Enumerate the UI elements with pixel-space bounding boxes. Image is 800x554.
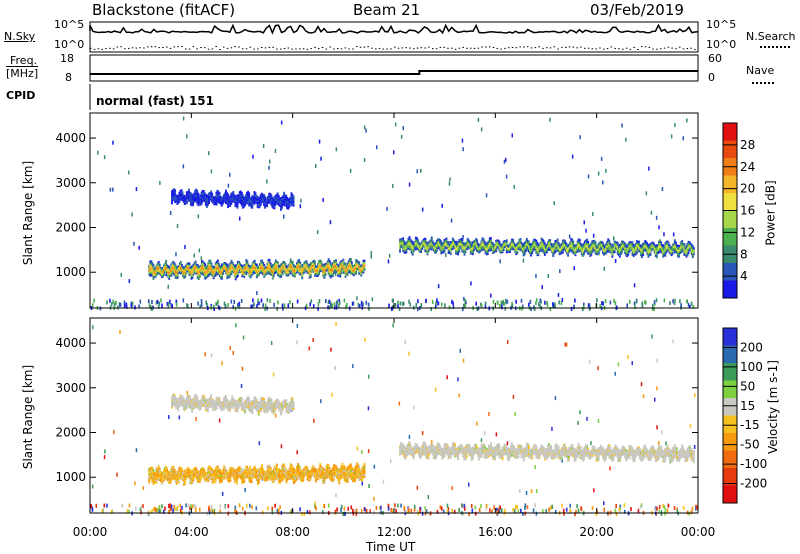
range-tick-label: 4000 bbox=[55, 336, 86, 350]
noise-search-label: N.Search bbox=[746, 30, 796, 43]
colorbar-tick-label: 15 bbox=[740, 399, 755, 413]
freq-left-tick-top: 18 bbox=[60, 52, 74, 65]
velocity-colorbar-label: Velocity [m s-1] bbox=[765, 360, 780, 454]
noise-sky-label: N.Sky bbox=[4, 30, 36, 43]
colorbar-tick-label: 28 bbox=[740, 138, 755, 152]
velocity-colorbar: 200 100 50 15 -15 -50 -100 -200 bbox=[722, 327, 767, 504]
colorbar-tick-label: 16 bbox=[740, 204, 755, 218]
noise-sky-line bbox=[89, 23, 699, 35]
freq-right-tick-bottom: 0 bbox=[708, 71, 715, 84]
power-yticks: 1000 2000 3000 4000 bbox=[55, 131, 698, 279]
range-tick-label: 1000 bbox=[55, 470, 86, 484]
velocity-data-layer bbox=[90, 322, 698, 517]
freq-left-tick-bottom: 8 bbox=[65, 71, 72, 84]
time-tick-label: 20:00 bbox=[579, 525, 614, 539]
time-tick-label: 08:00 bbox=[275, 525, 310, 539]
colorbar-tick-label: -15 bbox=[740, 418, 760, 432]
noise-search-dots bbox=[90, 46, 696, 50]
frequency-line bbox=[90, 70, 698, 75]
freq-right-tick-top: 60 bbox=[708, 52, 722, 65]
range-tick-label: 3000 bbox=[55, 176, 86, 190]
colorbar-tick-label: 24 bbox=[740, 160, 755, 174]
range-tick-label: 2000 bbox=[55, 220, 86, 234]
freq-label-1: Freq. bbox=[10, 54, 38, 67]
beam-label: Beam 21 bbox=[353, 1, 421, 19]
power-data-layer bbox=[90, 116, 695, 312]
power-colorbar: 4 8 12 16 20 24 28 bbox=[722, 122, 755, 299]
freq-panel-frame bbox=[89, 54, 699, 82]
noise-left-tick-top: 10^5 bbox=[54, 18, 85, 31]
power-panel-frame bbox=[89, 112, 699, 309]
range-tick-label: 2000 bbox=[55, 425, 86, 439]
time-tick-label: 00:00 bbox=[681, 525, 716, 539]
colorbar-tick-label: 100 bbox=[740, 360, 763, 374]
colorbar-tick-label: 4 bbox=[740, 269, 748, 283]
noise-right-tick-top: 10^5 bbox=[706, 18, 737, 31]
velocity-yticks: 1000 2000 3000 4000 bbox=[55, 336, 698, 484]
noise-right-tick-bottom: 10^0 bbox=[706, 38, 737, 51]
range-tick-label: 4000 bbox=[55, 131, 86, 145]
colorbar-tick-label: -100 bbox=[740, 457, 767, 471]
freq-label-2: [MHz] bbox=[6, 66, 39, 80]
velocity-ylabel: Slant Range [km] bbox=[21, 364, 36, 470]
date-label: 03/Feb/2019 bbox=[590, 1, 684, 19]
noise-panel-frame bbox=[89, 21, 699, 53]
cpid-value: normal (fast) 151 bbox=[96, 94, 214, 108]
colorbar-tick-label: 200 bbox=[740, 340, 763, 354]
noise-search-legend-dots bbox=[760, 46, 790, 48]
colorbar-tick-label: -50 bbox=[740, 438, 760, 452]
power-colorbar-label: Power [dB] bbox=[763, 180, 778, 246]
power-ylabel: Slant Range [km] bbox=[21, 160, 36, 266]
nave-label: Nave bbox=[746, 64, 775, 77]
velocity-panel-frame bbox=[89, 317, 699, 514]
time-tick-label: 04:00 bbox=[174, 525, 209, 539]
range-tick-label: 1000 bbox=[55, 265, 86, 279]
time-axis-ticks: 00:00 04:00 08:00 12:00 16:00 20:00 00:00 bbox=[73, 113, 716, 539]
nave-legend-dots bbox=[752, 82, 774, 84]
cpid-label: CPID bbox=[6, 89, 36, 102]
time-tick-label: 16:00 bbox=[478, 525, 513, 539]
time-tick-label: 00:00 bbox=[73, 525, 108, 539]
colorbar-tick-label: 50 bbox=[740, 379, 755, 393]
colorbar-tick-label: 8 bbox=[740, 247, 748, 261]
time-tick-label: 12:00 bbox=[377, 525, 412, 539]
colorbar-tick-label: 12 bbox=[740, 225, 755, 239]
colorbar-tick-label: 20 bbox=[740, 182, 755, 196]
noise-left-tick-bottom: 10^0 bbox=[54, 38, 85, 51]
range-tick-label: 3000 bbox=[55, 381, 86, 395]
colorbar-tick-label: -200 bbox=[740, 477, 767, 491]
plot-title: Blackstone (fitACF) bbox=[92, 1, 236, 19]
time-axis-label: Time UT bbox=[366, 540, 416, 554]
